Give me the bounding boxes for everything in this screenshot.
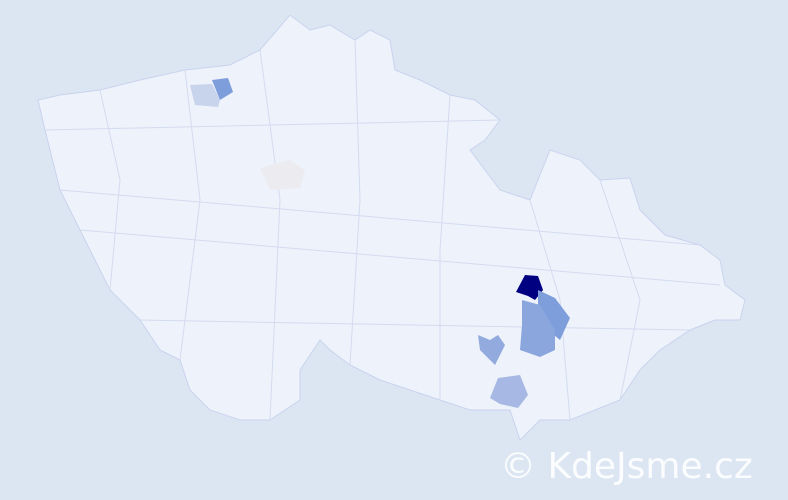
district-south-a [478, 335, 505, 365]
district-mid-a [538, 290, 570, 340]
district-north-a [212, 78, 233, 100]
country-outline [37, 14, 746, 441]
watermark: © KdeJsme.cz [500, 446, 753, 487]
district-north-b [190, 84, 220, 107]
district-borders [44, 39, 721, 421]
district-central [260, 160, 305, 190]
district-dark [516, 275, 543, 300]
district-mid-b [520, 300, 555, 357]
district-south-b [490, 375, 528, 408]
